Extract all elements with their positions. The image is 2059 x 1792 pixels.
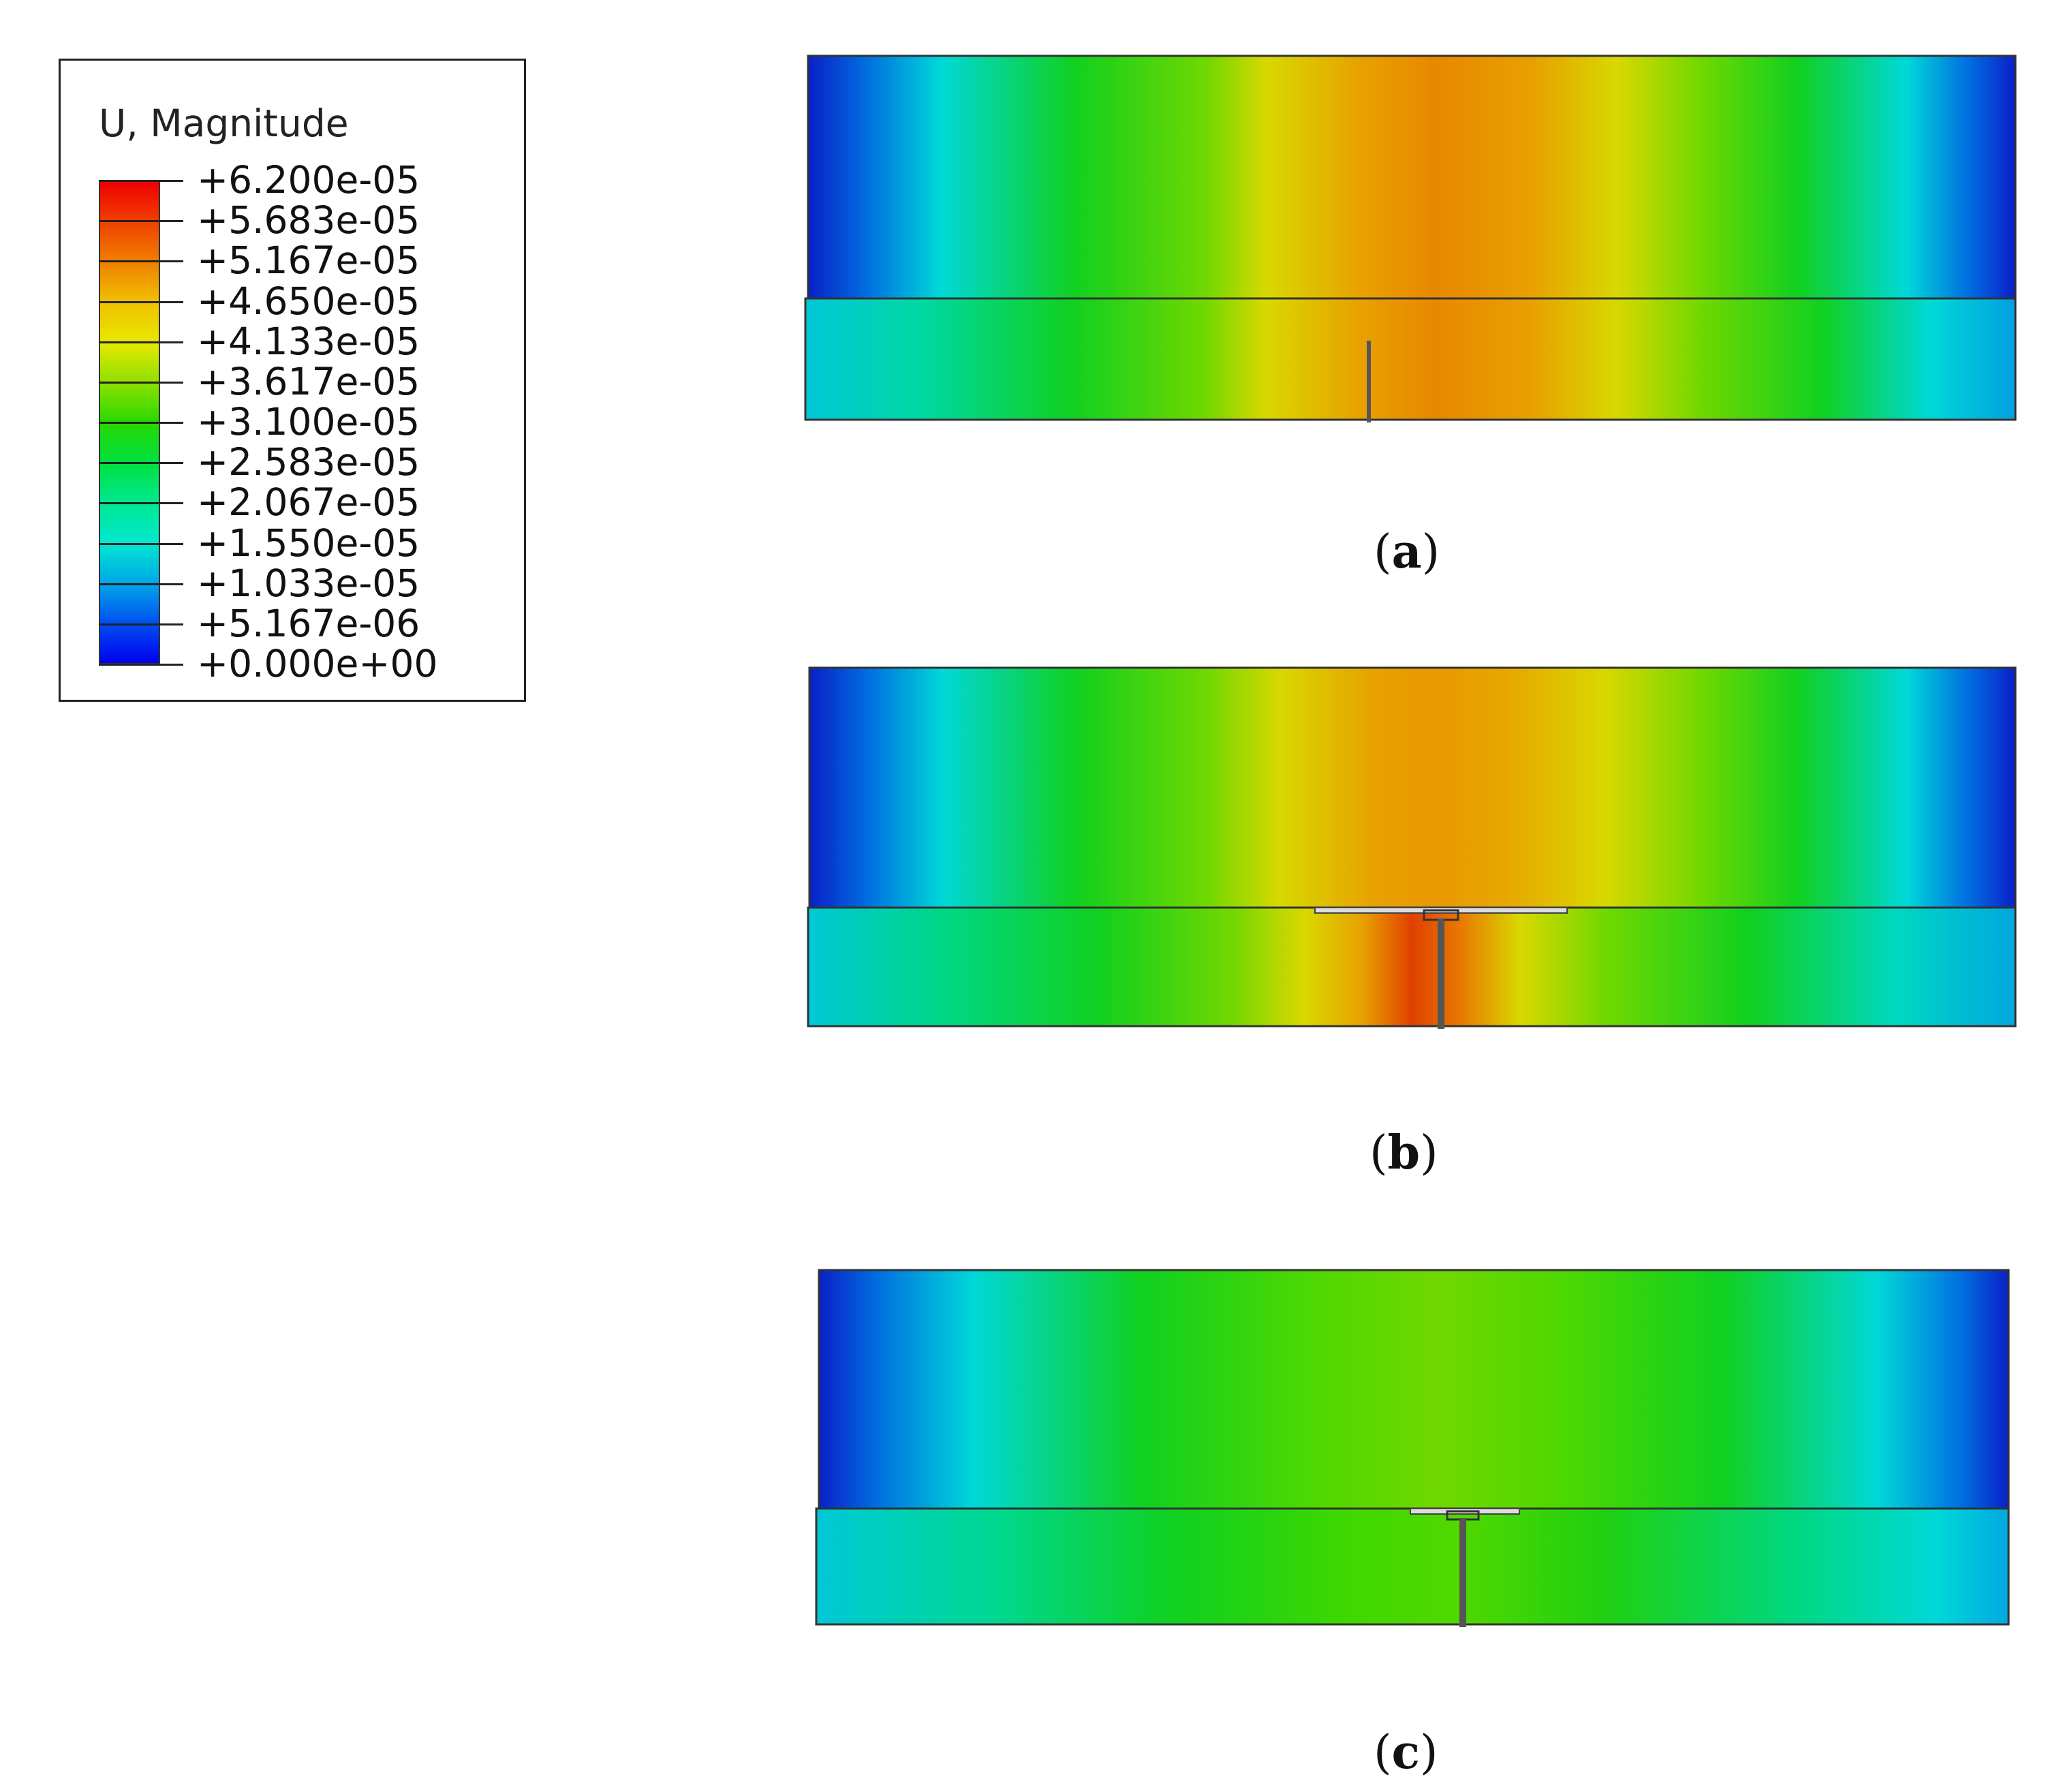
legend-label: +3.617e-05 [197, 359, 420, 403]
legend-tick [99, 422, 183, 424]
legend-label: +4.133e-05 [197, 319, 420, 363]
legend-label: +2.583e-05 [197, 440, 420, 484]
panel-a-crack [1367, 341, 1371, 422]
legend-label: +5.167e-05 [197, 238, 420, 283]
panel-c-crack [1459, 1518, 1466, 1627]
legend-tick [99, 381, 183, 384]
legend-label: +3.100e-05 [197, 400, 420, 444]
legend-label: +6.200e-05 [197, 158, 420, 202]
legend-tick [99, 583, 183, 585]
legend-tick [99, 542, 183, 545]
legend-label: +0.000e+00 [197, 642, 438, 685]
legend-title: U, Magnitude [99, 102, 349, 145]
panel-b [807, 666, 2017, 1029]
legend-tick [99, 300, 183, 303]
caption-b: (b) [1369, 1126, 1438, 1180]
legend-tick [99, 180, 183, 182]
legend-label: +5.167e-06 [197, 601, 420, 645]
legend-tick [99, 623, 183, 625]
panel-a-upper-layer [807, 55, 2017, 300]
caption-a: (a) [1374, 525, 1440, 579]
panel-a [804, 55, 2017, 422]
panel-c-upper-layer [818, 1269, 2010, 1510]
legend-label: +1.033e-05 [197, 561, 420, 605]
panel-b-upper-layer [808, 666, 2017, 909]
panel-c [815, 1269, 2010, 1627]
legend-label: +1.550e-05 [197, 521, 420, 565]
legend-tick [99, 462, 183, 465]
panel-b-lower-layer [807, 906, 2017, 1028]
legend-tick [99, 260, 183, 263]
panel-a-lower-layer [804, 297, 2017, 421]
legend-tick [99, 220, 183, 223]
panel-c-lower-layer [815, 1507, 2010, 1626]
panel-b-crack [1438, 918, 1444, 1029]
legend-label: +5.683e-05 [197, 198, 420, 243]
legend-tick [99, 502, 183, 505]
legend-label: +2.067e-05 [197, 480, 420, 525]
caption-c: (c) [1374, 1725, 1438, 1780]
legend-tick [99, 341, 183, 343]
legend-tick [99, 664, 183, 666]
legend-label: +4.650e-05 [197, 279, 420, 323]
contour-legend: U, Magnitude +6.200e-05 +5.683e-05 +5.167e… [59, 59, 526, 702]
